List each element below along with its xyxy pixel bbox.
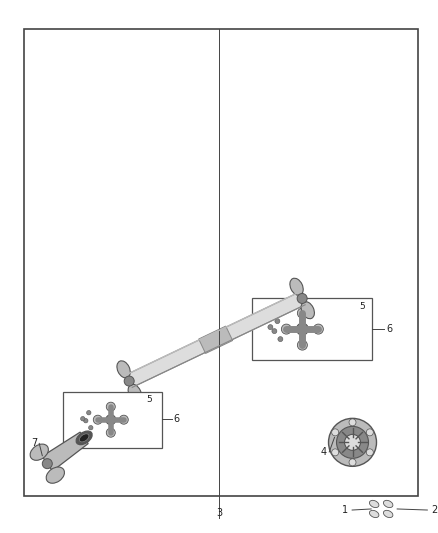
Text: 6: 6 [173, 415, 180, 424]
Ellipse shape [30, 444, 48, 461]
Circle shape [297, 294, 307, 303]
Circle shape [345, 434, 360, 450]
Circle shape [297, 323, 308, 335]
Circle shape [332, 429, 339, 436]
Circle shape [366, 429, 373, 436]
Ellipse shape [369, 500, 379, 507]
Ellipse shape [290, 278, 303, 295]
Circle shape [281, 324, 291, 334]
Circle shape [297, 308, 307, 318]
Ellipse shape [369, 510, 379, 518]
Circle shape [81, 416, 85, 421]
Ellipse shape [46, 467, 64, 483]
Circle shape [119, 415, 128, 424]
Circle shape [42, 459, 52, 469]
Text: 4: 4 [320, 447, 326, 457]
Bar [24, 29, 418, 496]
Circle shape [366, 449, 373, 456]
Ellipse shape [128, 384, 141, 401]
Circle shape [297, 340, 307, 350]
Text: 2: 2 [431, 505, 438, 515]
Text: 1: 1 [342, 505, 348, 515]
Bar [252, 298, 372, 360]
Circle shape [268, 325, 273, 329]
Circle shape [313, 324, 323, 334]
Ellipse shape [383, 500, 393, 507]
Circle shape [84, 418, 88, 423]
Ellipse shape [117, 361, 130, 378]
Circle shape [88, 425, 93, 430]
Bar [64, 392, 162, 448]
Circle shape [272, 329, 277, 334]
Circle shape [328, 418, 377, 466]
Circle shape [332, 449, 339, 456]
Ellipse shape [301, 302, 314, 319]
Circle shape [106, 415, 116, 425]
Circle shape [278, 337, 283, 342]
Ellipse shape [76, 431, 92, 445]
Circle shape [87, 410, 91, 415]
Circle shape [93, 415, 102, 424]
Ellipse shape [79, 434, 89, 442]
Ellipse shape [383, 510, 393, 518]
Circle shape [275, 319, 280, 324]
Text: 3: 3 [216, 508, 222, 518]
Polygon shape [199, 326, 233, 353]
Circle shape [349, 419, 356, 426]
Polygon shape [126, 292, 305, 387]
Polygon shape [42, 432, 88, 471]
Text: 6: 6 [386, 324, 392, 334]
Circle shape [106, 402, 115, 411]
Circle shape [336, 426, 368, 458]
Text: 7: 7 [31, 439, 37, 448]
Text: 5: 5 [147, 395, 152, 405]
Circle shape [106, 428, 115, 437]
Text: 5: 5 [359, 302, 365, 311]
Circle shape [349, 459, 356, 466]
Circle shape [124, 376, 134, 386]
